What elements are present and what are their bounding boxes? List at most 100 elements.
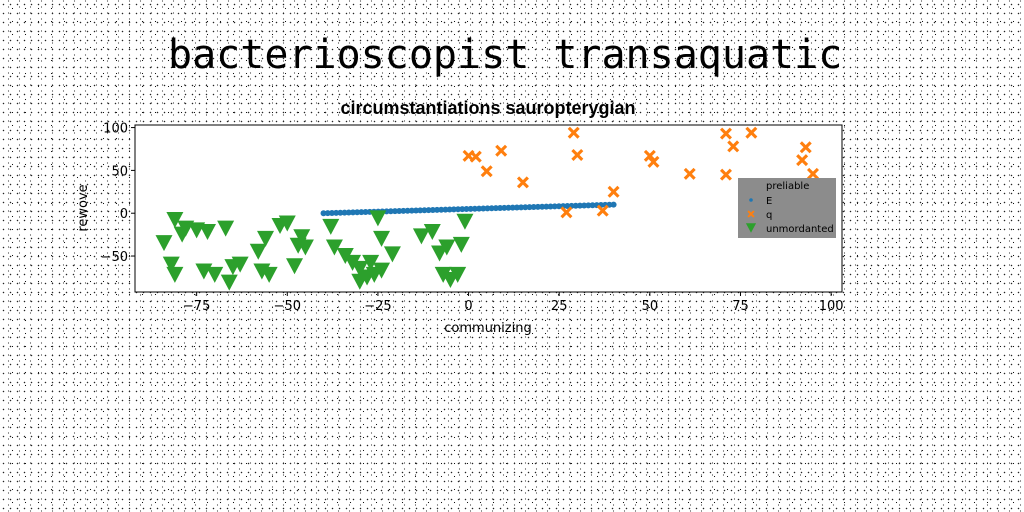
y-tick-label: 50 <box>111 164 128 179</box>
data-point-E <box>581 202 588 209</box>
data-point-unmordanted <box>166 212 184 229</box>
data-point-unmordanted <box>423 224 441 241</box>
y-axis-label: rewove <box>76 184 91 231</box>
data-point-q <box>560 206 573 219</box>
data-point-q <box>745 126 758 139</box>
data-point-E <box>497 204 504 211</box>
data-point-E <box>585 202 592 209</box>
data-point-unmordanted <box>456 213 474 230</box>
x-tick-label: −25 <box>364 299 391 314</box>
data-point-E <box>438 206 445 213</box>
x-axis-label: communizing <box>444 321 531 336</box>
data-point-E <box>492 205 499 212</box>
data-point-E <box>391 208 398 215</box>
data-point-unmordanted <box>325 239 343 256</box>
data-point-E <box>543 203 550 210</box>
axis-ticks: −75 −50 −25 0 25 50 75 100 −50 0 50 100 <box>101 122 844 314</box>
data-point-E <box>345 209 352 216</box>
data-point-unmordanted <box>162 256 180 273</box>
data-point-E <box>547 203 554 210</box>
data-point-E <box>539 203 546 210</box>
legend-marker-q <box>747 210 755 218</box>
data-point-E <box>413 207 420 214</box>
figure-title: bacterioscopist transaquatic <box>168 32 842 78</box>
data-point-unmordanted <box>296 239 314 256</box>
data-point-E <box>572 202 579 209</box>
legend-label: E <box>766 196 772 207</box>
data-point-E <box>429 206 436 213</box>
data-point-E <box>518 204 525 211</box>
y-tick-label: 100 <box>103 122 128 137</box>
x-tick-label: 100 <box>819 299 844 314</box>
legend: preliable Eq unmordanted <box>738 178 836 238</box>
data-point-E <box>484 205 491 212</box>
data-point-E <box>530 204 537 211</box>
data-point-unmordanted <box>351 260 369 277</box>
data-point-E <box>576 202 583 209</box>
data-point-E <box>446 206 453 213</box>
data-point-q <box>571 148 584 161</box>
data-point-E <box>396 207 403 214</box>
data-point-q <box>495 144 508 157</box>
data-point-unmordanted <box>373 230 391 247</box>
x-tick-label: 50 <box>642 299 659 314</box>
x-tick-label: 75 <box>732 299 749 314</box>
data-point-q <box>480 165 493 178</box>
data-point-E <box>564 203 571 210</box>
data-point-E <box>589 202 596 209</box>
data-point-unmordanted <box>257 230 275 247</box>
data-point-unmordanted <box>278 215 296 232</box>
series-q <box>462 126 819 219</box>
data-point-q <box>643 149 656 162</box>
data-point-unmordanted <box>438 239 456 256</box>
data-point-q <box>719 127 732 140</box>
plot-frame <box>134 124 843 293</box>
data-point-unmordanted <box>217 220 235 237</box>
x-tick-label: −75 <box>183 299 210 314</box>
data-point-q <box>727 140 740 153</box>
data-point-unmordanted <box>231 256 249 273</box>
y-tick-label: 0 <box>120 207 128 222</box>
legend-marker-E <box>749 198 753 202</box>
data-point-unmordanted <box>206 266 224 283</box>
data-point-E <box>434 206 441 213</box>
data-point-E <box>404 207 411 214</box>
data-point-E <box>450 206 457 213</box>
data-point-E <box>509 204 516 211</box>
data-point-q <box>516 176 529 189</box>
data-point-unmordanted <box>260 266 278 283</box>
x-tick-label: 0 <box>464 299 472 314</box>
data-point-unmordanted <box>383 246 401 263</box>
legend-marker-unmordanted <box>745 223 757 233</box>
chart-title: circumstantiations sauropterygian <box>340 98 635 118</box>
data-point-unmordanted <box>220 274 238 291</box>
data-point-q <box>799 141 812 154</box>
data-point-E <box>526 204 533 211</box>
series-unmordanted <box>155 210 474 291</box>
data-point-E <box>328 209 335 216</box>
data-point-unmordanted <box>449 266 467 283</box>
data-point-E <box>488 205 495 212</box>
data-point-E <box>400 207 407 214</box>
data-point-unmordanted <box>322 218 340 235</box>
data-point-E <box>513 204 520 211</box>
data-point-E <box>463 205 470 212</box>
x-tick-label: −50 <box>274 299 301 314</box>
data-point-E <box>349 209 356 216</box>
data-point-unmordanted <box>412 228 430 245</box>
data-point-q <box>596 204 609 217</box>
data-point-q <box>469 150 482 163</box>
x-tick-label: 25 <box>551 299 568 314</box>
data-point-E <box>455 206 462 213</box>
data-point-E <box>341 209 348 216</box>
data-point-unmordanted <box>286 258 304 275</box>
data-point-E <box>425 207 432 214</box>
data-point-unmordanted <box>362 254 380 271</box>
legend-label: unmordanted <box>766 224 834 235</box>
data-point-E <box>417 207 424 214</box>
data-point-q <box>806 167 819 180</box>
data-point-unmordanted <box>369 210 387 227</box>
data-point-E <box>358 209 365 216</box>
data-point-unmordanted <box>452 236 470 253</box>
